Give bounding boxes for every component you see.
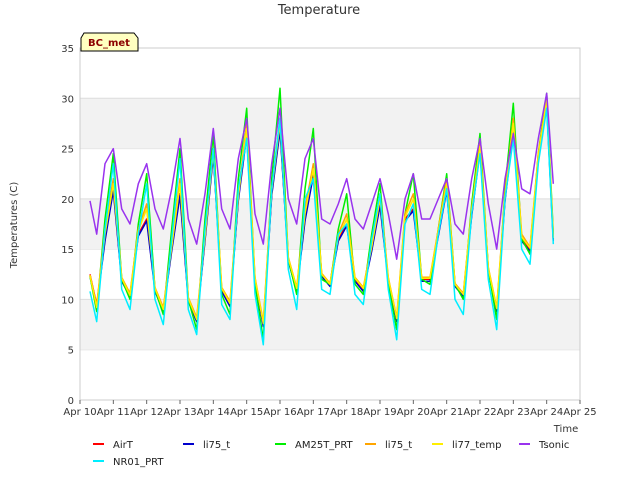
legend-label: NR01_PRT: [113, 457, 164, 468]
badge-box: [80, 32, 139, 52]
legend-label: AM25T_PRT: [295, 440, 354, 451]
site-badge: BC_met: [80, 32, 139, 52]
y-tick-label: 25: [61, 145, 74, 156]
x-tick-label: Apr 23: [497, 407, 530, 418]
x-tick-label: Apr 24: [530, 407, 563, 418]
x-tick-label: Apr 16: [263, 407, 296, 418]
legend-label: li77_temp: [452, 440, 501, 451]
chart-title: Temperature: [277, 3, 360, 18]
x-tick-label: Apr 21: [430, 407, 463, 418]
y-tick-label: 15: [61, 245, 74, 256]
x-tick-label: Apr 25: [563, 407, 596, 418]
legend: AirT li75_t AM25T_PRT li75_t li77_temp Tsonic…: [93, 440, 569, 468]
x-tick-label: Apr 11: [97, 407, 130, 418]
x-tick-label: Apr 15: [230, 407, 263, 418]
x-tick-label: Apr 18: [330, 407, 363, 418]
y-tick-label: 30: [61, 94, 74, 105]
y-tick-label: 35: [61, 44, 74, 55]
legend-label: AirT: [113, 440, 134, 451]
x-tick-label: Apr 19: [363, 407, 396, 418]
legend-label: Tsonic: [538, 440, 569, 451]
grid-band: [80, 98, 580, 149]
x-tick-label: Apr 10: [63, 407, 96, 418]
grid-band: [80, 299, 580, 350]
x-tick-label: Apr 13: [163, 407, 196, 418]
x-tick-label: Apr 20: [397, 407, 430, 418]
x-axis-title: Time: [553, 424, 578, 435]
y-tick-label: 5: [68, 346, 74, 357]
series-line-5: [89, 107, 555, 346]
x-tick-label: Apr 17: [297, 407, 330, 418]
badge-label: BC_met: [88, 38, 130, 49]
plot-frame: [79, 47, 581, 401]
legend-label: li75_t: [203, 440, 230, 451]
x-tick-label: Apr 22: [463, 407, 496, 418]
y-tick-label: 20: [61, 195, 74, 206]
series-line-6: [89, 92, 555, 260]
y-axis-title: Temperatures (C): [9, 182, 20, 270]
y-tick-label: 10: [61, 295, 74, 306]
x-tick-label: Apr 14: [197, 407, 230, 418]
y-tick-label: 0: [68, 396, 74, 407]
x-tick-label: Apr 12: [130, 407, 163, 418]
legend-label: li75_t: [385, 440, 412, 451]
